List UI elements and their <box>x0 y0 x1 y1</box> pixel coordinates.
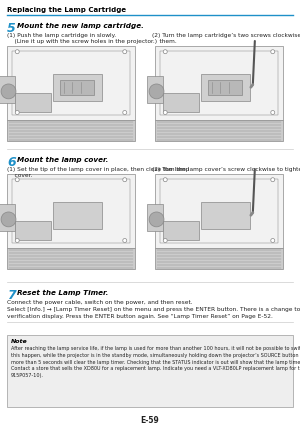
Text: (1) Push the lamp cartridge in slowly.: (1) Push the lamp cartridge in slowly. <box>7 33 116 38</box>
Text: E-59: E-59 <box>141 416 159 424</box>
Text: Connect the power cable, switch on the power, and then reset.: Connect the power cable, switch on the p… <box>7 300 193 305</box>
Bar <box>160 179 278 243</box>
Bar <box>155 174 283 248</box>
Circle shape <box>271 238 275 243</box>
Text: (Line it up with the screw holes in the projector.): (Line it up with the screw holes in the … <box>7 39 157 44</box>
Text: 6: 6 <box>7 156 16 169</box>
Text: Mount the lamp cover.: Mount the lamp cover. <box>17 157 108 163</box>
Bar <box>15 221 50 240</box>
Circle shape <box>271 50 275 54</box>
Circle shape <box>123 111 127 114</box>
Bar <box>147 76 163 103</box>
Circle shape <box>15 50 19 54</box>
Bar <box>155 248 283 269</box>
Circle shape <box>163 50 167 54</box>
Circle shape <box>15 111 19 114</box>
Bar <box>7 248 135 269</box>
Circle shape <box>163 111 167 114</box>
Circle shape <box>15 238 19 243</box>
Bar <box>7 46 135 120</box>
Bar <box>12 179 130 243</box>
Circle shape <box>123 178 127 182</box>
Bar <box>163 221 199 240</box>
Text: Replacing the Lamp Cartridge: Replacing the Lamp Cartridge <box>7 7 126 13</box>
Circle shape <box>271 178 275 182</box>
Bar <box>155 46 283 120</box>
Text: (2) Turn the lamp cover’s screw clockwise to tighten it.: (2) Turn the lamp cover’s screw clockwis… <box>152 167 300 172</box>
Text: Note: Note <box>11 339 28 344</box>
Text: (1) Set the tip of the lamp cover in place, then close the lamp
    cover.: (1) Set the tip of the lamp cover in pla… <box>7 167 189 178</box>
Bar <box>163 93 199 112</box>
Circle shape <box>15 178 19 182</box>
Text: Reset the Lamp Timer.: Reset the Lamp Timer. <box>17 290 108 296</box>
Circle shape <box>163 238 167 243</box>
Text: Mount the new lamp cartridge.: Mount the new lamp cartridge. <box>17 23 144 29</box>
Text: Select [Info.] → [Lamp Timer Reset] on the menu and press the ENTER button. Ther: Select [Info.] → [Lamp Timer Reset] on t… <box>7 307 300 312</box>
Bar <box>15 93 50 112</box>
Text: After reaching the lamp service life, if the lamp is used for more than another : After reaching the lamp service life, if… <box>11 346 300 378</box>
Circle shape <box>123 238 127 243</box>
Bar <box>53 202 102 229</box>
Circle shape <box>163 178 167 182</box>
Bar <box>7 120 135 141</box>
Bar <box>201 74 250 100</box>
Bar <box>147 204 163 231</box>
Bar <box>208 80 242 95</box>
Bar <box>201 202 250 229</box>
Bar <box>155 120 283 141</box>
Bar <box>7 174 135 248</box>
Text: verification display. Press the ENTER button again. See “Lamp Timer Reset” on Pa: verification display. Press the ENTER bu… <box>7 314 273 319</box>
Circle shape <box>149 212 164 227</box>
Circle shape <box>1 84 16 99</box>
Bar <box>12 51 130 115</box>
Circle shape <box>271 111 275 114</box>
Bar <box>0 76 15 103</box>
Text: (2) Turn the lamp cartridge’s two screws clockwise to tighten
    them.: (2) Turn the lamp cartridge’s two screws… <box>152 33 300 44</box>
Bar <box>53 74 102 100</box>
Bar <box>7 335 293 407</box>
Text: 5: 5 <box>7 22 16 35</box>
Bar <box>60 80 94 95</box>
Bar <box>0 204 15 231</box>
Bar <box>160 51 278 115</box>
Circle shape <box>149 84 164 99</box>
Circle shape <box>1 212 16 227</box>
Text: 7: 7 <box>7 289 16 302</box>
Circle shape <box>123 50 127 54</box>
